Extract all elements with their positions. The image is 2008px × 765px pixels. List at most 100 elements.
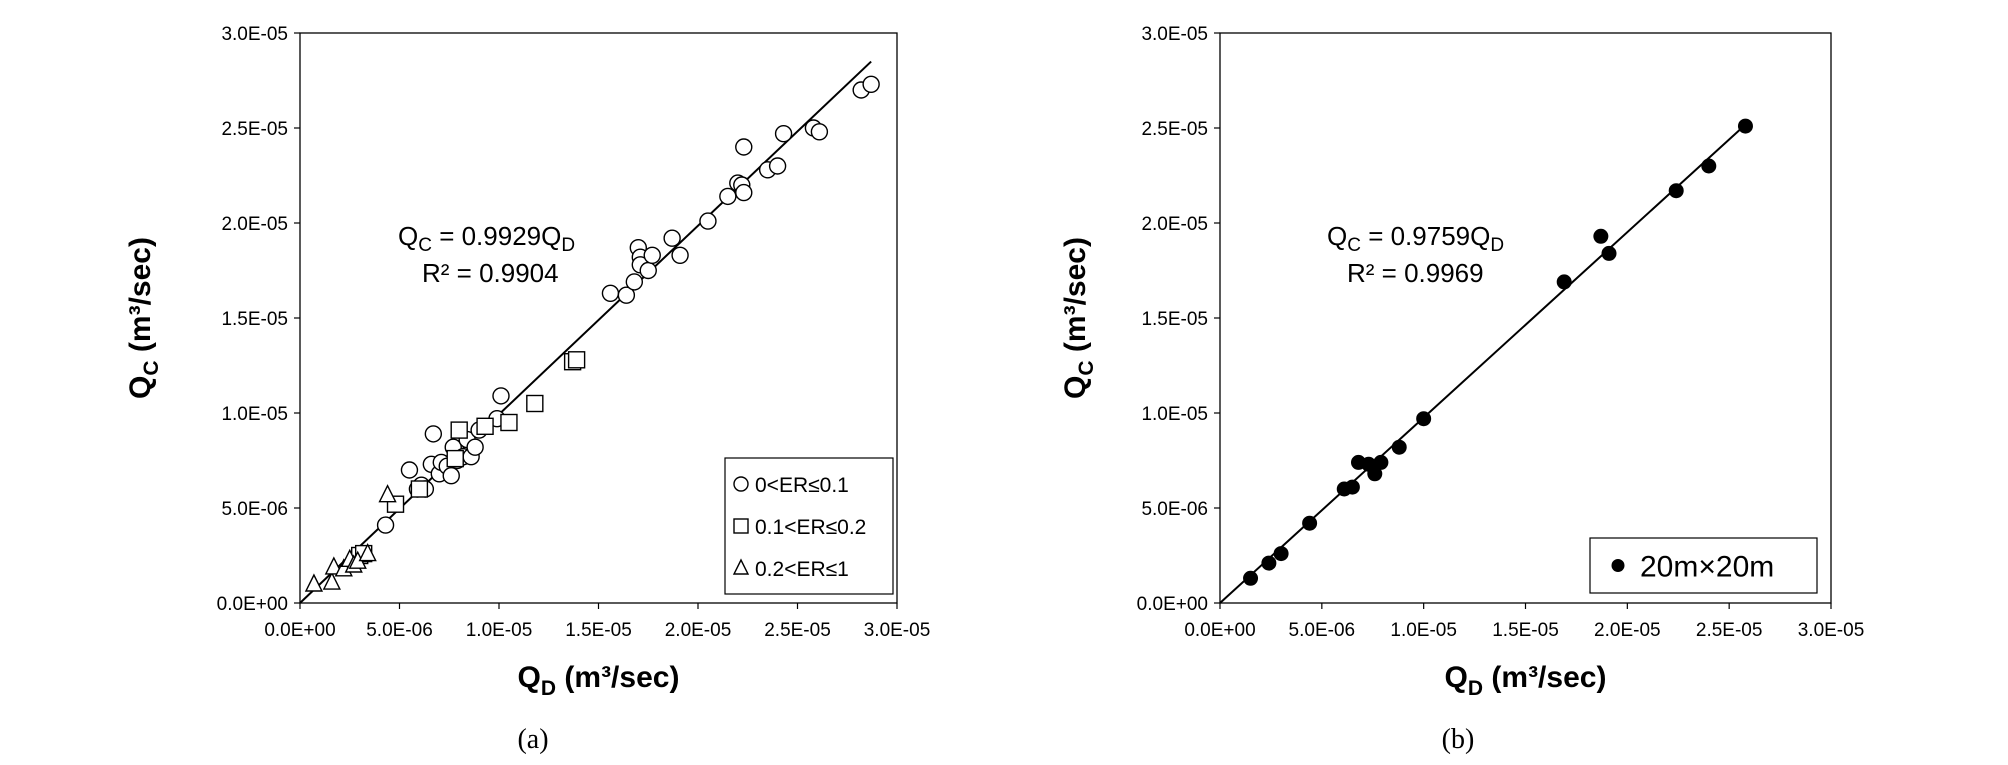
legend-box: [724, 457, 894, 595]
data-point-circle: [639, 261, 657, 280]
x-tick-label: 0.0E+00: [264, 620, 335, 641]
data-point-filled-circle: [1737, 118, 1753, 134]
y-tick-label: 2.5E-05: [221, 119, 288, 140]
chart-panel-b: 0.0E+00 5.0E-06 1.0E-05 1.5E-05 2.0E-05 2.5E-…: [1059, 24, 1864, 755]
y-axis-label: QC (m³/sec): [1059, 237, 1098, 399]
fit-equation: QC = 0.9929QD: [398, 221, 575, 256]
data-point-filled-circle: [1416, 411, 1432, 427]
data-point-filled-circle: [1302, 515, 1318, 531]
y-tick-label: 2.0E-05: [221, 214, 288, 235]
panel-caption: (a): [517, 724, 548, 755]
data-point-square: [446, 449, 464, 468]
x-tick-label: 2.0E-05: [665, 620, 732, 641]
data-point-triangle: [358, 543, 377, 562]
data-point-square: [410, 480, 429, 498]
r-squared: R² = 0.9969: [1347, 258, 1484, 288]
x-tick-label: 1.0E-05: [466, 620, 533, 641]
data-point-filled-circle: [1344, 479, 1360, 495]
r-squared: R² = 0.9904: [422, 258, 559, 288]
data-point-circle: [400, 461, 419, 479]
y-tick-label: 3.0E-05: [221, 24, 288, 45]
data-point-circle: [735, 183, 753, 202]
x-tick-label: 0.0E+00: [1184, 620, 1255, 641]
data-point-square: [567, 351, 586, 369]
y-tick-label: 1.5E-05: [1141, 309, 1208, 330]
legend-marker-square: [733, 518, 749, 534]
data-point-filled-circle: [1701, 158, 1717, 174]
y-axis-label: QC (m³/sec): [124, 237, 163, 399]
data-point-triangle: [324, 556, 343, 575]
data-point-circle: [617, 286, 636, 304]
legend-label: 0.1<ER≤0.2: [755, 516, 866, 539]
y-axis-label-group: QC (m³/sec): [124, 237, 163, 399]
data-point-circle: [774, 124, 793, 143]
x-tick-label: 2.5E-05: [764, 620, 831, 641]
legend: 0<ER≤0.1 0.1<ER≤0.2 0.2<ER≤1: [724, 457, 894, 595]
data-point-circle: [862, 75, 880, 94]
fit-equation: QC = 0.9759QD: [1327, 221, 1504, 256]
data-point-triangle: [322, 571, 341, 590]
y-tick-label: 5.0E-06: [221, 499, 288, 520]
y-tick-label: 0.0E+00: [217, 594, 288, 615]
data-point-square: [526, 394, 544, 413]
x-tick-label: 2.5E-05: [1696, 620, 1763, 641]
data-point-filled-circle: [1601, 245, 1617, 261]
y-tick-label: 0.0E+00: [1137, 594, 1208, 615]
x-tick-label: 1.5E-05: [1492, 620, 1559, 641]
legend-marker-filled-circle: [1611, 559, 1625, 572]
y-tick-label: 1.0E-05: [221, 404, 288, 425]
data-point-filled-circle: [1593, 228, 1609, 244]
data-point-circle: [643, 246, 661, 265]
data-point-filled-circle: [1668, 183, 1684, 199]
x-tick-label: 3.0E-05: [1798, 620, 1865, 641]
data-point-circle: [810, 123, 829, 141]
legend-label: 20m×20m: [1640, 551, 1774, 584]
x-tick-label: 5.0E-06: [366, 620, 433, 641]
x-tick-label: 2.0E-05: [1594, 620, 1661, 641]
data-point-triangle: [304, 573, 324, 592]
data-point-square: [450, 421, 468, 439]
data-point-circle: [663, 229, 681, 247]
x-tick-label: 1.5E-05: [565, 620, 632, 641]
data-point-filled-circle: [1273, 546, 1289, 562]
x-axis-label: QD (m³/sec): [1445, 661, 1607, 700]
data-point-circle: [466, 438, 484, 456]
legend-label: 0.2<ER≤1: [755, 558, 849, 581]
data-point-filled-circle: [1556, 274, 1572, 290]
panel-caption: (b): [1442, 724, 1475, 755]
legend: 20m×20m: [1589, 537, 1818, 594]
x-tick-label: 1.0E-05: [1390, 620, 1457, 641]
data-point-filled-circle: [1367, 466, 1383, 482]
data-point-filled-circle: [1243, 570, 1259, 586]
data-point-triangle: [378, 484, 397, 503]
x-tick-label: 3.0E-05: [864, 620, 931, 641]
y-tick-label: 1.0E-05: [1141, 404, 1208, 425]
data-point-circle: [601, 284, 620, 302]
data-point-circle: [424, 425, 443, 443]
chart-panel-a: 0.0E+00 5.0E-06 1.0E-05 1.5E-05 2.0E-05 2.5E-…: [124, 24, 930, 755]
data-point-square: [476, 417, 494, 435]
data-point-circle: [768, 157, 787, 175]
y-tick-label: 1.5E-05: [221, 309, 288, 330]
data-point-circle: [442, 467, 460, 485]
data-point-filled-circle: [1261, 555, 1277, 571]
data-point-circle: [671, 246, 689, 265]
x-tick-label: 5.0E-06: [1289, 620, 1356, 641]
data-point-circle: [492, 387, 510, 405]
y-tick-label: 3.0E-05: [1141, 24, 1208, 45]
data-point-circle: [625, 273, 644, 291]
data-point-filled-circle: [1391, 439, 1407, 455]
y-tick-label: 5.0E-06: [1141, 499, 1208, 520]
x-axis-label: QD (m³/sec): [518, 661, 680, 700]
legend-marker-triangle: [732, 558, 750, 575]
data-point-circle: [735, 138, 753, 156]
data-point-circle: [719, 187, 737, 206]
legend-label: 0<ER≤0.1: [755, 474, 849, 497]
data-point-square: [500, 413, 518, 432]
y-axis-label-group: QC (m³/sec): [1059, 237, 1098, 399]
data-point-circle: [699, 212, 717, 230]
legend-box: [1589, 537, 1818, 594]
data-point-filled-circle: [1373, 454, 1389, 470]
y-tick-label: 2.5E-05: [1141, 119, 1208, 140]
